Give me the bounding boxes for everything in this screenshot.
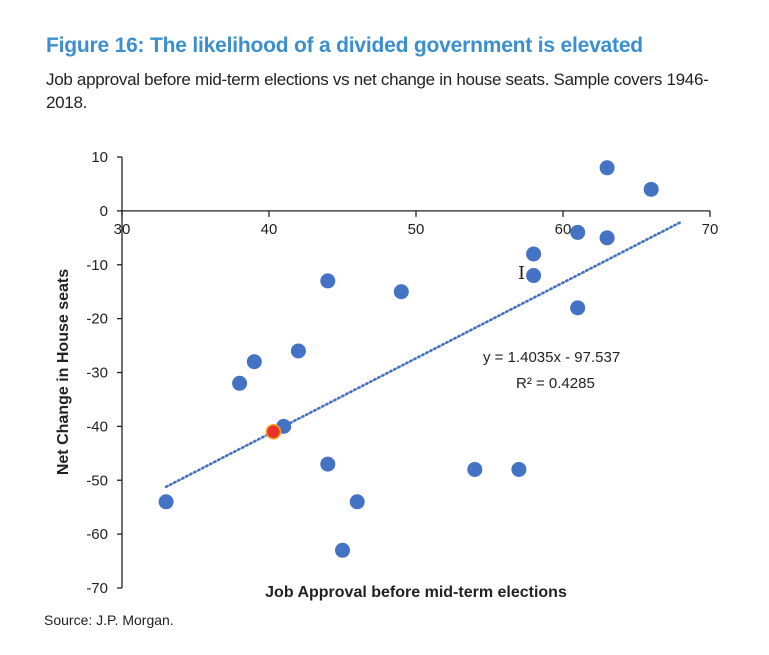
data-point: [290, 343, 306, 359]
source-note: Source: J.P. Morgan.: [44, 612, 174, 628]
y-tick-label: -60: [86, 526, 108, 543]
y-tick-label: 0: [100, 203, 108, 220]
y-tick-label: -40: [86, 418, 108, 435]
y-tick-label: -50: [86, 472, 108, 489]
trendline: [164, 220, 682, 489]
trendline-equation: y = 1.4035x - 97.537: [483, 349, 620, 366]
data-point: [158, 494, 174, 510]
data-point: [320, 273, 336, 289]
data-point: [246, 354, 262, 370]
x-axis-title: Job Approval before mid-term elections: [265, 584, 567, 601]
data-point: [570, 224, 586, 240]
x-tick-label: 50: [408, 221, 425, 238]
data-point: [599, 230, 615, 246]
x-tick-label: 70: [702, 221, 719, 238]
chart-subtitle: Job approval before mid-term elections v…: [46, 70, 709, 112]
text-cursor-icon: I: [518, 263, 526, 284]
data-point: [526, 246, 542, 262]
y-tick-label: 10: [91, 149, 108, 166]
data-point: [232, 375, 248, 391]
data-point: [526, 268, 542, 284]
x-tick-label: 30: [114, 221, 131, 238]
data-points: [158, 160, 659, 558]
data-point: [320, 456, 336, 472]
chart-title: Figure 16: The likelihood of a divided g…: [46, 34, 643, 57]
y-tick-label: -10: [86, 257, 108, 274]
x-tick-label: 40: [261, 221, 278, 238]
data-point: [599, 160, 615, 176]
axes: 10 0 -10 -20 -30 -40 -50 -60 -70 30 40 50 60 70: [86, 149, 718, 597]
y-axis-title: Net Change in House seats: [55, 269, 72, 475]
x-tick-label: 60: [555, 221, 572, 238]
data-point: [349, 494, 365, 510]
data-point: [467, 461, 483, 477]
trendline-r2: R² = 0.4285: [516, 375, 595, 392]
data-point: [643, 181, 659, 197]
y-tick-label: -70: [86, 580, 108, 597]
highlight-point: [265, 424, 282, 440]
data-point: [511, 461, 527, 477]
data-point: [393, 284, 409, 300]
data-point: [570, 300, 586, 316]
data-point: [335, 542, 350, 558]
y-tick-label: -20: [86, 311, 108, 328]
y-tick-label: -30: [86, 365, 108, 382]
